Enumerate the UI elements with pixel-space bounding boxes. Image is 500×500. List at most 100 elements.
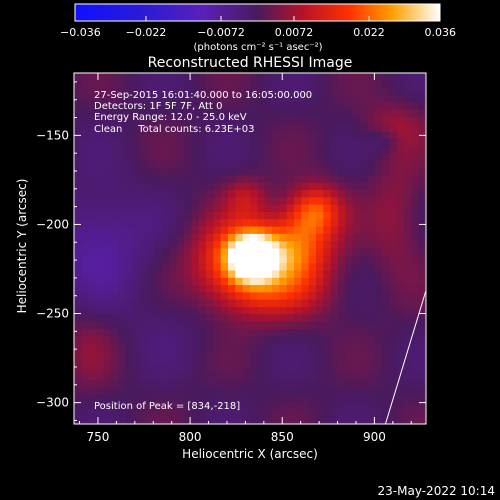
heatmap-cell [213, 255, 222, 264]
heatmap-cell [360, 131, 368, 140]
heatmap-cell [110, 402, 119, 410]
heatmap-cell [301, 211, 310, 220]
heatmap-cell [360, 160, 368, 169]
heatmap-cell [330, 365, 339, 374]
heatmap-cell [272, 321, 280, 330]
heatmap-cell [250, 358, 258, 367]
heatmap-cell [294, 131, 302, 140]
heatmap-cell [162, 285, 170, 293]
heatmap-cell [198, 285, 207, 293]
heatmap-cell [213, 175, 222, 184]
heatmap-cell [257, 248, 266, 257]
heatmap-cell [235, 204, 244, 213]
heatmap-cell [272, 124, 280, 133]
heatmap-cell [367, 182, 376, 191]
heatmap-cell [125, 299, 134, 308]
heatmap-cell [279, 285, 288, 293]
heatmap-cell [352, 328, 361, 337]
heatmap-cell [96, 248, 104, 257]
heatmap-cell [125, 416, 134, 424]
heatmap-cell [374, 336, 383, 345]
heatmap-cell [418, 102, 426, 111]
heatmap-cell [154, 402, 163, 410]
heatmap-cell [191, 321, 200, 330]
heatmap-cell [279, 160, 288, 169]
heatmap-cell [279, 131, 288, 140]
heatmap-cell [96, 328, 104, 337]
heatmap-cell [389, 109, 398, 118]
heatmap-cell [316, 87, 324, 96]
heatmap-cell [264, 219, 273, 228]
heatmap-cell [74, 285, 82, 293]
heatmap-cell [250, 87, 258, 96]
heatmap-cell [132, 219, 141, 228]
colorbar-tick-label: −0.036 [60, 26, 101, 39]
heatmap-cell [360, 233, 368, 242]
heatmap-cell [316, 328, 324, 337]
heatmap-cell [118, 263, 126, 272]
heatmap-cell [396, 116, 405, 125]
heatmap-cell [250, 350, 258, 359]
heatmap-cell [213, 190, 222, 198]
heatmap-cell [206, 146, 214, 155]
heatmap-cell [96, 80, 104, 89]
heatmap-cell [213, 73, 222, 81]
heatmap-cell [411, 263, 420, 272]
heatmap-cell [198, 190, 207, 198]
heatmap-cell [125, 153, 134, 162]
heatmap-cell [110, 263, 119, 272]
heatmap-cell [264, 116, 273, 125]
heatmap-cell [96, 285, 104, 293]
heatmap-cell [294, 190, 302, 198]
heatmap-cell [279, 336, 288, 345]
heatmap-cell [294, 146, 302, 155]
heatmap-cell [404, 328, 412, 337]
heatmap-cell [132, 292, 141, 301]
heatmap-cell [411, 241, 420, 250]
heatmap-cell [367, 109, 376, 118]
heatmap-cell [162, 73, 170, 81]
heatmap-cell [257, 285, 266, 293]
heatmap-cell [330, 138, 339, 147]
heatmap-cell [294, 248, 302, 257]
heatmap-cell [250, 94, 258, 103]
heatmap-cell [88, 153, 97, 162]
heatmap-cell [374, 270, 383, 279]
heatmap-cell [184, 248, 192, 257]
heatmap-cell [308, 73, 317, 81]
heatmap-cell [323, 416, 332, 424]
heatmap-cell [154, 307, 163, 315]
heatmap-cell [389, 409, 398, 418]
heatmap-cell [74, 314, 82, 323]
heatmap-cell [404, 372, 412, 381]
heatmap-cell [286, 285, 295, 293]
heatmap-cell [184, 211, 192, 220]
colorbar-tick-label: 0.022 [353, 26, 385, 39]
heatmap-cell [147, 87, 156, 96]
heatmap-cell [220, 190, 229, 198]
heatmap-cell [411, 409, 420, 418]
heatmap-cell [330, 285, 339, 293]
heatmap-cell [404, 416, 412, 424]
heatmap-cell [330, 233, 339, 242]
heatmap-cell [301, 343, 310, 352]
heatmap-cell [330, 263, 339, 272]
heatmap-cell [118, 233, 126, 242]
heatmap-cell [360, 365, 368, 374]
heatmap-cell [374, 380, 383, 389]
heatmap-cell [250, 226, 258, 235]
heatmap-cell [323, 160, 332, 169]
heatmap-cell [257, 365, 266, 374]
heatmap-cell [213, 131, 222, 140]
heatmap-cell [154, 153, 163, 162]
heatmap-cell [294, 153, 302, 162]
heatmap-cell [382, 241, 390, 250]
heatmap-cell [308, 211, 317, 220]
heatmap-cell [191, 160, 200, 169]
heatmap-cell [235, 190, 244, 198]
heatmap-cell [345, 102, 354, 111]
heatmap-cell [389, 277, 398, 286]
heatmap-cell [176, 299, 185, 308]
heatmap-cell [74, 241, 82, 250]
heatmap-cell [316, 146, 324, 155]
